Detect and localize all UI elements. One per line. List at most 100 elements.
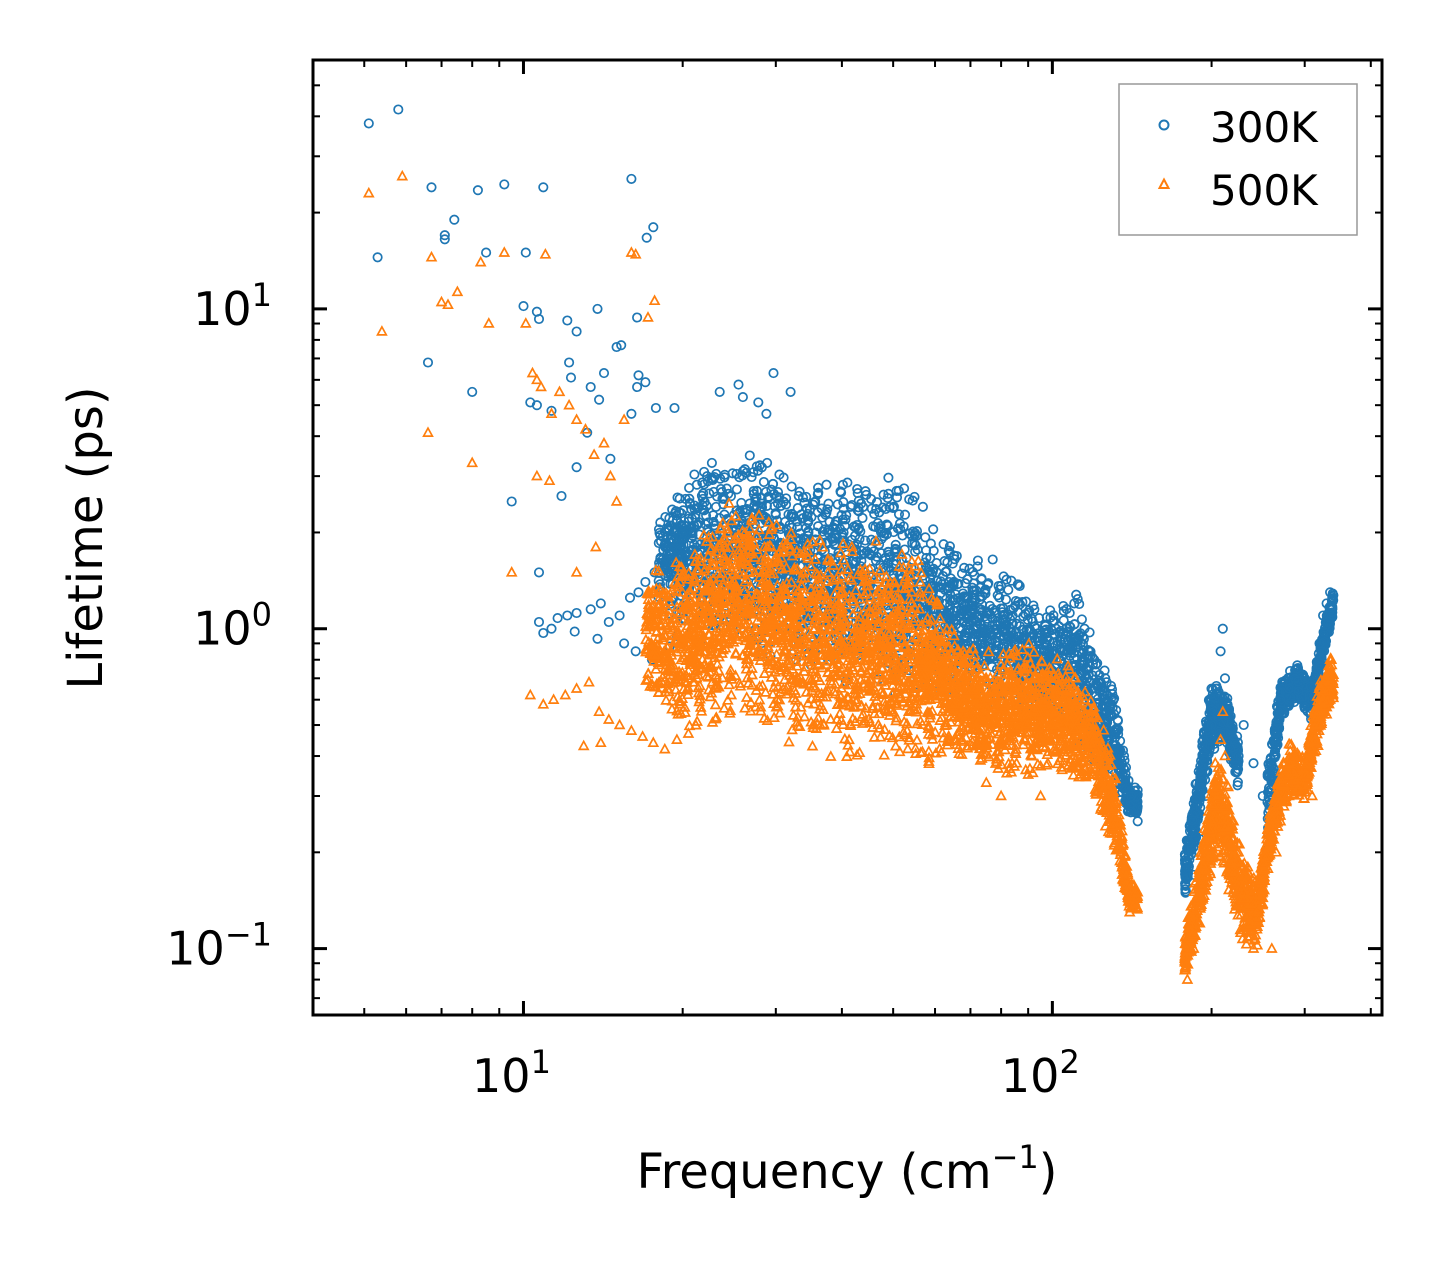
point-300k	[904, 494, 915, 505]
point-300k	[697, 477, 708, 488]
point-300k	[899, 509, 911, 520]
point-300k	[1045, 605, 1056, 616]
point-300k	[917, 501, 928, 512]
point-300k	[538, 627, 549, 639]
point-300k	[714, 386, 725, 397]
point-300k	[749, 500, 760, 511]
point-300k	[718, 492, 729, 504]
point-300k	[772, 487, 784, 498]
point-300k	[585, 381, 596, 393]
point-300k	[953, 578, 964, 589]
point-300k	[533, 616, 545, 628]
point-300k	[1082, 664, 1093, 675]
point-300k	[758, 510, 769, 522]
point-300k	[945, 589, 956, 600]
point-300k	[803, 526, 814, 537]
point-300k	[422, 357, 434, 368]
point-300k	[1054, 655, 1065, 667]
point-300k	[1029, 604, 1040, 615]
point-300k	[1073, 647, 1085, 658]
point-300k	[883, 546, 894, 557]
point-300k	[919, 557, 930, 568]
point-300k	[1084, 646, 1095, 657]
point-300k	[698, 479, 710, 490]
point-300k	[992, 590, 1003, 601]
point-300k	[737, 466, 749, 477]
point-300k	[1086, 683, 1097, 695]
point-300k	[866, 493, 877, 505]
point-300k	[871, 551, 882, 562]
point-300k	[569, 626, 580, 637]
point-300k	[971, 616, 982, 627]
point-300k	[796, 509, 807, 520]
point-300k	[1055, 632, 1067, 643]
point-300k	[832, 516, 843, 527]
point-300k	[906, 531, 918, 542]
point-300k	[1020, 596, 1032, 607]
point-300k	[891, 492, 903, 503]
point-300k	[1126, 791, 1137, 802]
point-300k	[1014, 599, 1026, 610]
point-300k	[1083, 669, 1094, 680]
point-300k	[964, 563, 975, 574]
point-300k	[641, 232, 652, 243]
point-300k	[816, 503, 827, 514]
point-300k	[1120, 784, 1131, 796]
point-300k	[893, 509, 905, 520]
point-300k	[674, 507, 685, 518]
point-300k	[585, 604, 596, 615]
point-300k	[1007, 610, 1018, 621]
point-300k	[1024, 605, 1035, 616]
point-300k	[985, 637, 996, 648]
point-300k	[928, 524, 939, 535]
point-300k	[960, 591, 971, 603]
point-300k	[980, 626, 991, 637]
point-300k	[1006, 626, 1017, 637]
point-300k	[632, 312, 643, 323]
point-300k	[766, 484, 777, 495]
point-300k	[632, 381, 643, 393]
point-300k	[950, 594, 961, 605]
point-300k	[655, 517, 666, 528]
point-300k	[841, 510, 852, 521]
point-300k	[674, 493, 685, 504]
point-300k	[792, 521, 803, 533]
point-300k	[571, 607, 582, 619]
point-300k	[875, 521, 886, 532]
point-300k	[1058, 600, 1069, 612]
point-300k	[701, 510, 712, 521]
point-300k	[829, 539, 840, 550]
point-300k	[689, 469, 700, 480]
point-300k	[619, 638, 630, 649]
point-300k	[1131, 806, 1142, 817]
point-300k	[650, 402, 661, 414]
plot-points	[362, 104, 1340, 984]
point-300k	[893, 485, 904, 496]
point-300k	[1062, 626, 1073, 637]
point-300k	[983, 578, 994, 589]
point-300k	[1095, 678, 1106, 689]
point-300k	[721, 483, 732, 494]
point-300k	[1108, 695, 1119, 706]
point-300k	[974, 594, 985, 605]
point-300k	[595, 598, 606, 609]
point-300k	[1068, 653, 1079, 664]
point-300k	[719, 469, 730, 480]
point-300k	[702, 471, 713, 482]
point-300k	[1102, 717, 1113, 728]
point-300k	[653, 524, 665, 535]
point-300k	[971, 585, 982, 596]
point-300k	[794, 486, 805, 497]
point-300k	[675, 544, 686, 555]
point-300k	[781, 493, 792, 504]
point-300k	[832, 499, 843, 510]
point-300k	[1031, 623, 1042, 634]
point-300k	[1215, 646, 1226, 657]
point-300k	[1065, 631, 1076, 642]
point-300k	[691, 479, 702, 490]
point-300k	[758, 476, 769, 488]
point-300k	[594, 394, 605, 405]
point-300k	[1217, 623, 1228, 634]
point-300k	[708, 516, 719, 527]
